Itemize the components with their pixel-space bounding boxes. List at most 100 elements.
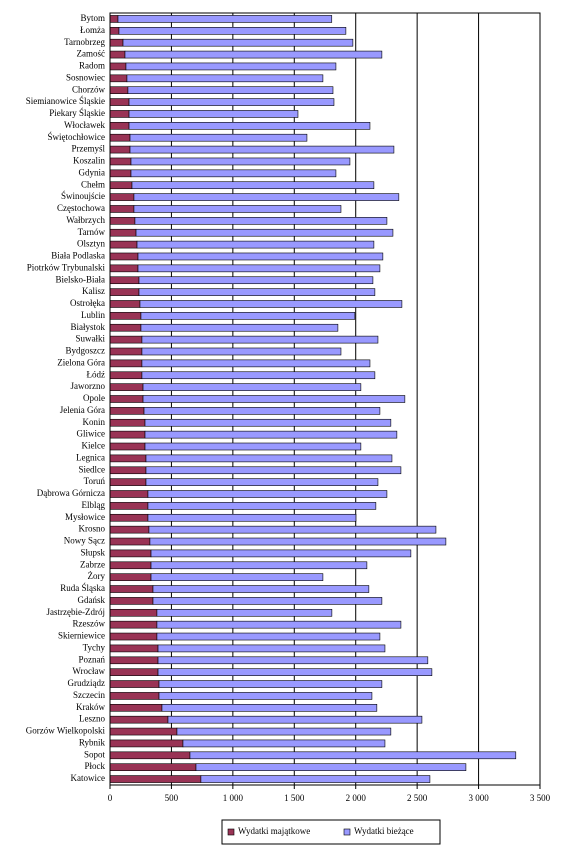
bar-segment [148, 525, 437, 534]
bar-segment [156, 608, 333, 617]
bar-segment [128, 110, 299, 118]
bar-segment [133, 205, 342, 213]
bar-segment [109, 466, 147, 475]
bar-segment [157, 656, 429, 665]
bar-segment [109, 668, 159, 676]
y-tick-label: Zamość [77, 49, 106, 59]
bar-segment [157, 644, 386, 653]
y-tick-label: Siedlce [79, 464, 106, 474]
y-tick-label: Dąbrowa Górnicza [37, 488, 105, 498]
bar-segment [109, 86, 129, 94]
bar-segment [109, 739, 184, 748]
bar-segment [109, 407, 145, 415]
y-tick-label: Łódź [87, 369, 106, 379]
y-tick-label: Tarnobrzeg [64, 37, 105, 47]
y-tick-label: Leszno [79, 714, 105, 724]
bar-segment [117, 15, 333, 23]
y-tick-label: Toruń [84, 476, 106, 486]
y-tick-label: Kalisz [82, 286, 105, 296]
y-tick-label: Gliwice [77, 429, 106, 439]
x-tick-label: 2 500 [407, 793, 428, 803]
bar-segment [109, 549, 152, 558]
legend-swatch [227, 828, 235, 836]
y-tick-label: Biała Podlaska [51, 251, 105, 261]
legend-label: Wydatki bieżące [354, 826, 414, 836]
bar-segment [109, 383, 144, 391]
bar-segment [109, 430, 146, 439]
bar-segment [131, 181, 375, 190]
y-tick-label: Szczecin [73, 690, 105, 700]
bar-segment [118, 27, 347, 35]
bar-segment [136, 240, 375, 249]
bar-segment [109, 15, 119, 23]
y-tick-label: Zabrze [80, 559, 105, 569]
y-tick-label: Świnoujście [61, 191, 105, 201]
y-tick-label: Wałbrzych [66, 215, 105, 225]
bar-segment [109, 608, 158, 617]
y-tick-label: Poznań [79, 654, 106, 664]
bar-segment [150, 561, 368, 570]
y-tick-label: Grudziądz [68, 678, 105, 688]
bar-segment [109, 513, 149, 522]
bar-segment [122, 38, 354, 47]
bar-segment [138, 276, 374, 285]
bar-segment [133, 193, 400, 201]
bar-segment [109, 490, 149, 498]
bar-segment [109, 371, 143, 380]
y-tick-label: Mysłowice [65, 512, 105, 522]
bar-segment [138, 288, 376, 296]
y-tick-label: Żory [88, 571, 106, 581]
bar-segment [109, 205, 135, 213]
bar-segment [195, 763, 467, 771]
y-tick-label: Gorzów Wielkopolski [26, 726, 106, 736]
y-tick-label: Jelenia Góra [60, 405, 105, 415]
bar-segment [109, 133, 131, 142]
bar-segment [142, 383, 362, 391]
bar-segment [156, 620, 402, 629]
bar-segment [161, 703, 378, 712]
y-tick-label: Legnica [76, 452, 105, 462]
bar-segment [109, 620, 158, 629]
y-tick-label: Zielona Góra [57, 357, 105, 367]
bar-segment [109, 98, 130, 106]
bar-segment [128, 98, 335, 106]
y-tick-label: Opole [83, 393, 105, 403]
bar-segment [109, 727, 178, 736]
x-tick-label: 1 000 [223, 793, 244, 803]
bar-segment [109, 217, 136, 225]
x-tick-label: 2 000 [346, 793, 367, 803]
y-tick-label: Katowice [71, 773, 105, 783]
bar-segment [140, 323, 339, 332]
bar-segment [109, 300, 141, 308]
bar-segment [109, 323, 142, 332]
bar-segment [129, 145, 395, 154]
y-tick-label: Sosnowiec [66, 72, 105, 82]
bar-segment [109, 50, 126, 59]
legend-swatch [343, 828, 351, 836]
bar-segment [130, 169, 337, 178]
bar-segment [156, 632, 381, 641]
y-tick-label: Piotrków Trybunalski [27, 262, 106, 272]
y-tick-label: Częstochowa [57, 203, 105, 213]
bar-segment [109, 240, 138, 249]
bar-segment [150, 573, 324, 581]
x-tick-label: 3 000 [468, 793, 489, 803]
y-tick-label: Bydgoszcz [66, 346, 106, 356]
bar-segment [109, 703, 163, 712]
bar-segment [137, 252, 384, 261]
bar-segment [109, 537, 151, 546]
y-tick-label: Rzeszów [73, 619, 106, 629]
y-tick-label: Koszalin [73, 156, 105, 166]
bar-segment [130, 157, 351, 166]
bar-segment [182, 739, 386, 748]
bar-segment [147, 490, 388, 498]
bar-segment [109, 656, 159, 665]
bar-segment [109, 418, 146, 427]
x-tick-label: 0 [108, 793, 113, 803]
y-tick-label: Świętochłowice [48, 132, 106, 142]
bar-segment [150, 549, 412, 558]
y-tick-label: Jastrzębie-Zdrój [47, 607, 105, 617]
y-tick-label: Łomża [80, 25, 105, 35]
bar-segment [109, 632, 158, 641]
bar-segment [109, 193, 135, 201]
